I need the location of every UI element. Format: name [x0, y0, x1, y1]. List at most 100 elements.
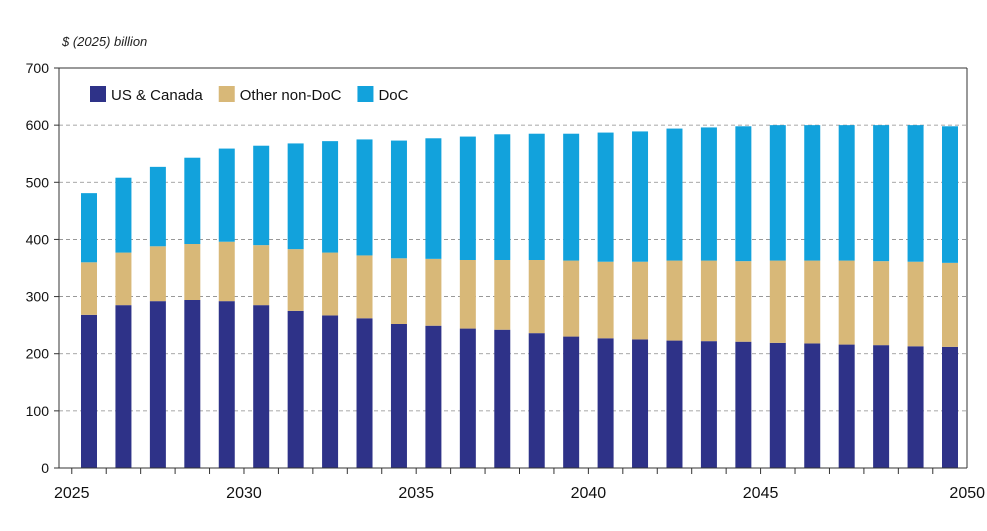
bar-us-canada-2041 [632, 339, 649, 468]
bar-us-canada-2035 [425, 325, 442, 468]
bar-us-canada-2045 [769, 342, 786, 468]
bar-us-canada-2034 [390, 324, 407, 468]
bar-doc-2025 [81, 193, 97, 263]
bar-other-non-doc-2046 [804, 260, 821, 344]
y-tick-label: 200 [26, 346, 50, 362]
bar-us-canada-2032 [322, 315, 339, 468]
bar-other-non-doc-2049 [907, 261, 924, 347]
bar-other-non-doc-2038 [528, 260, 545, 334]
x-tick-label-2045: 2045 [743, 485, 779, 502]
y-axis-label: $ (2025) billion [61, 34, 147, 49]
bar-us-canada-2047 [838, 344, 855, 468]
x-tick-labels: 2025 2030 2035 2040 2045 2050 [54, 468, 985, 502]
bar-us-canada-2040 [597, 338, 614, 468]
bar-us-canada-2046 [804, 343, 821, 468]
legend-swatch-other-non-doc [218, 86, 235, 102]
bar-us-canada-2039 [563, 336, 580, 468]
bar-us-canada-2049 [907, 346, 924, 468]
bars [81, 125, 958, 468]
bar-doc-2029 [218, 148, 235, 242]
bar-doc-2042 [666, 128, 683, 261]
legend-label-other-non-doc: Other non-DoC [240, 87, 342, 104]
y-tick-label: 500 [26, 174, 50, 190]
bar-other-non-doc-2025 [81, 262, 97, 315]
bar-other-non-doc-2042 [666, 260, 683, 341]
bar-other-non-doc-2047 [838, 260, 855, 345]
bar-doc-2039 [563, 133, 580, 261]
bar-other-non-doc-2043 [700, 260, 717, 342]
bar-us-canada-2043 [700, 341, 717, 468]
y-tick-label: 600 [26, 117, 50, 133]
legend: US & Canada Other non-DoC DoC [90, 86, 409, 104]
bar-doc-2035 [425, 138, 442, 259]
bar-doc-2043 [700, 127, 717, 261]
bar-doc-2033 [356, 139, 373, 256]
bar-other-non-doc-2039 [563, 260, 580, 337]
bar-us-canada-2038 [528, 333, 545, 468]
bar-us-canada-2050 [942, 346, 958, 468]
bar-us-canada-2044 [735, 341, 752, 468]
bar-us-canada-2037 [494, 329, 511, 468]
bar-us-canada-2042 [666, 340, 683, 468]
bar-us-canada-2048 [873, 345, 890, 468]
bar-us-canada-2025 [81, 314, 97, 468]
bar-other-non-doc-2028 [184, 244, 201, 300]
bar-us-canada-2036 [459, 328, 476, 468]
bar-us-canada-2028 [184, 300, 201, 468]
bar-doc-2030 [253, 145, 270, 246]
bar-doc-2036 [459, 136, 476, 260]
x-tick-label-2035: 2035 [398, 485, 434, 502]
bar-doc-2040 [597, 132, 614, 262]
bar-doc-2037 [494, 134, 511, 260]
x-tick-label-2040: 2040 [571, 485, 607, 502]
bar-other-non-doc-2045 [769, 260, 786, 343]
legend-label-doc: DoC [378, 87, 408, 104]
y-tick-label: 0 [41, 460, 49, 476]
bar-other-non-doc-2048 [873, 261, 890, 346]
bar-doc-2031 [287, 143, 304, 250]
axes [58, 67, 968, 469]
bar-doc-2045 [769, 125, 786, 261]
bar-other-non-doc-2050 [942, 262, 958, 347]
y-tick-label: 400 [26, 231, 50, 247]
y-tick-label: 700 [26, 60, 50, 76]
bar-other-non-doc-2035 [425, 258, 442, 326]
bar-doc-2047 [838, 125, 855, 261]
bar-doc-2028 [184, 157, 201, 244]
bar-other-non-doc-2033 [356, 255, 373, 319]
y-tick-label: 300 [26, 289, 50, 305]
bar-other-non-doc-2029 [218, 241, 235, 302]
bar-other-non-doc-2030 [253, 245, 270, 306]
x-tick-label-2050: 2050 [949, 485, 985, 502]
bar-us-canada-2031 [287, 310, 304, 468]
x-tick-label-2025: 2025 [54, 485, 90, 502]
bar-doc-2038 [528, 133, 545, 260]
bar-other-non-doc-2032 [322, 252, 339, 316]
bar-doc-2041 [632, 131, 649, 262]
bar-other-non-doc-2034 [390, 258, 407, 324]
bar-other-non-doc-2041 [632, 261, 649, 340]
y-tick-labels: 0 100 200 300 400 500 600 700 [26, 60, 59, 476]
bar-doc-2034 [390, 140, 407, 259]
bar-other-non-doc-2040 [597, 261, 614, 339]
y-tick-label: 100 [26, 403, 50, 419]
bar-other-non-doc-2036 [459, 260, 476, 329]
bar-other-non-doc-2027 [149, 246, 166, 302]
bar-doc-2046 [804, 125, 821, 261]
bar-doc-2049 [907, 125, 924, 262]
bar-us-canada-2030 [253, 305, 270, 468]
x-tick-label-2030: 2030 [226, 485, 262, 502]
bar-us-canada-2029 [218, 301, 235, 468]
bar-us-canada-2033 [356, 318, 373, 468]
bar-other-non-doc-2044 [735, 261, 752, 342]
bar-us-canada-2026 [115, 305, 132, 468]
legend-swatch-us-canada [90, 86, 106, 102]
bar-other-non-doc-2031 [287, 249, 304, 311]
bar-other-non-doc-2037 [494, 260, 511, 330]
bar-doc-2048 [873, 125, 890, 262]
bar-doc-2032 [322, 141, 339, 253]
bar-doc-2044 [735, 126, 752, 262]
legend-swatch-doc [357, 86, 374, 102]
bar-doc-2050 [942, 126, 958, 263]
bar-doc-2027 [149, 166, 166, 247]
